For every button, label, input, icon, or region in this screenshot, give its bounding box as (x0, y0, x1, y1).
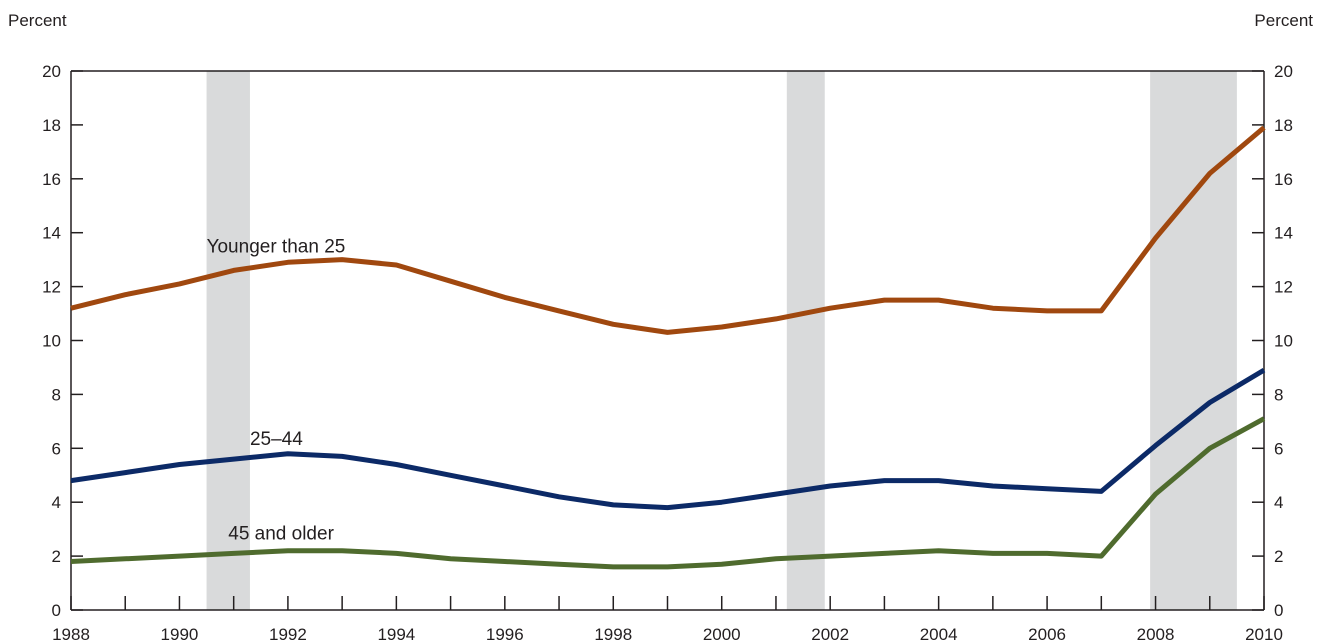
series-label-1: Younger than 25 (207, 236, 346, 257)
y-axis-label-left: Percent (8, 11, 67, 30)
x-tick-label: 2004 (920, 625, 958, 643)
series-lines (70, 125, 1266, 570)
recession-band-2 (786, 71, 825, 610)
y-tick-label-left: 18 (42, 116, 61, 135)
x-tick-label: 2010 (1245, 625, 1283, 643)
recession-band-1 (206, 71, 250, 610)
y-tick-label-right: 6 (1274, 439, 1283, 458)
x-tick-label: 1996 (486, 625, 524, 643)
x-tick-label: 2002 (811, 625, 849, 643)
x-tick-label: 2006 (1028, 625, 1066, 643)
recession-shading-layer (206, 71, 1237, 610)
y-tick-label-right: 8 (1274, 385, 1283, 404)
y-tick-label-right: 18 (1274, 116, 1293, 135)
y-tick-label-left: 16 (42, 170, 61, 189)
x-tick-label: 1988 (52, 625, 90, 643)
y-tick-label-right: 14 (1274, 224, 1293, 243)
x-tick-label: 1994 (377, 625, 415, 643)
labels: Percent Percent Younger than 25 25–44 45 a… (8, 11, 1313, 544)
y-tick-label-left: 14 (42, 224, 61, 243)
y-tick-label-left: 6 (52, 439, 61, 458)
y-tick-label-left: 10 (42, 332, 61, 351)
y-tick-label-left: 0 (52, 601, 61, 620)
y-tick-label-left: 4 (52, 493, 61, 512)
x-tick-label: 1992 (269, 625, 307, 643)
series-label-3: 45 and older (228, 523, 334, 544)
y-tick-label-right: 12 (1274, 278, 1293, 297)
recession-band-3 (1150, 71, 1237, 610)
y-axis-label-right: Percent (1254, 11, 1313, 30)
y-tick-label-right: 10 (1274, 332, 1293, 351)
series-label-2: 25–44 (250, 429, 303, 450)
series-line-1 (70, 125, 1266, 335)
y-tick-label-right: 4 (1274, 493, 1283, 512)
x-tick-label: 1990 (161, 625, 199, 643)
series-line-3 (70, 416, 1266, 570)
axes: 0 0 2 2 4 4 6 6 8 8 10 10 12 12 14 14 16 16 18 18 20 20 1988 19… (42, 62, 1293, 643)
x-tick-label: 2008 (1137, 625, 1175, 643)
y-tick-label-right: 20 (1274, 62, 1293, 81)
y-tick-label-left: 20 (42, 62, 61, 81)
y-tick-label-right: 0 (1274, 601, 1283, 620)
y-tick-label-left: 12 (42, 278, 61, 297)
x-tick-label: 2000 (703, 625, 741, 643)
y-tick-label-right: 2 (1274, 547, 1283, 566)
y-tick-label-left: 8 (52, 385, 61, 404)
y-tick-label-right: 16 (1274, 170, 1293, 189)
series-line-2 (70, 367, 1266, 511)
y-tick-label-left: 2 (52, 547, 61, 566)
x-tick-label: 1998 (594, 625, 632, 643)
